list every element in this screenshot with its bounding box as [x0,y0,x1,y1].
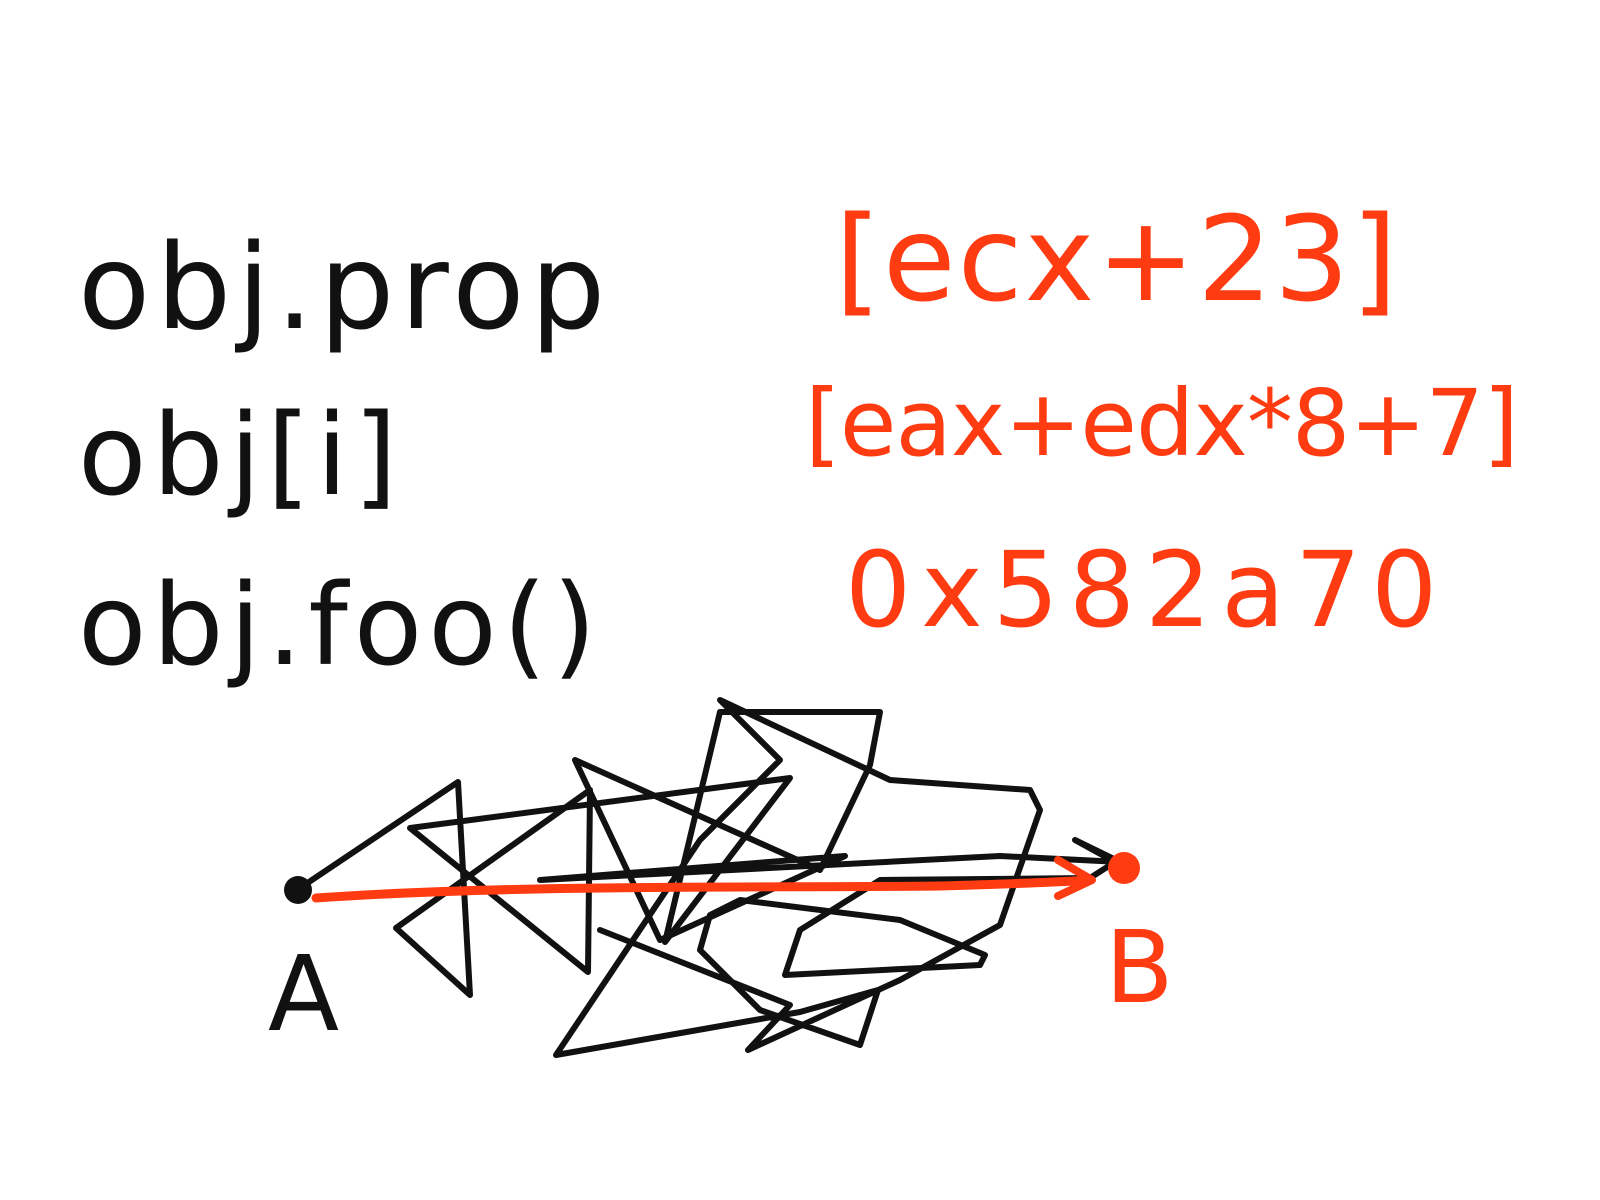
tangled-path [297,697,1123,1058]
code-line-property-access: obj.prop [78,218,612,356]
code-line-method-call: obj.foo() [78,561,603,691]
asm-operand-offset: [ecx+23] [835,190,1400,328]
asm-absolute-address: 0x582a70 [845,529,1448,651]
end-point-label: B [1105,909,1174,1026]
start-point-label: A [268,933,340,1055]
direct-path-arrow [311,875,1095,903]
code-line-index-access: obj[i] [78,391,404,521]
start-point-dot [284,876,312,904]
end-point-dot [1108,852,1140,884]
asm-operand-scaled-index: [eax+edx*8+7] [805,370,1519,477]
direct-path-arrowhead [1054,856,1096,900]
